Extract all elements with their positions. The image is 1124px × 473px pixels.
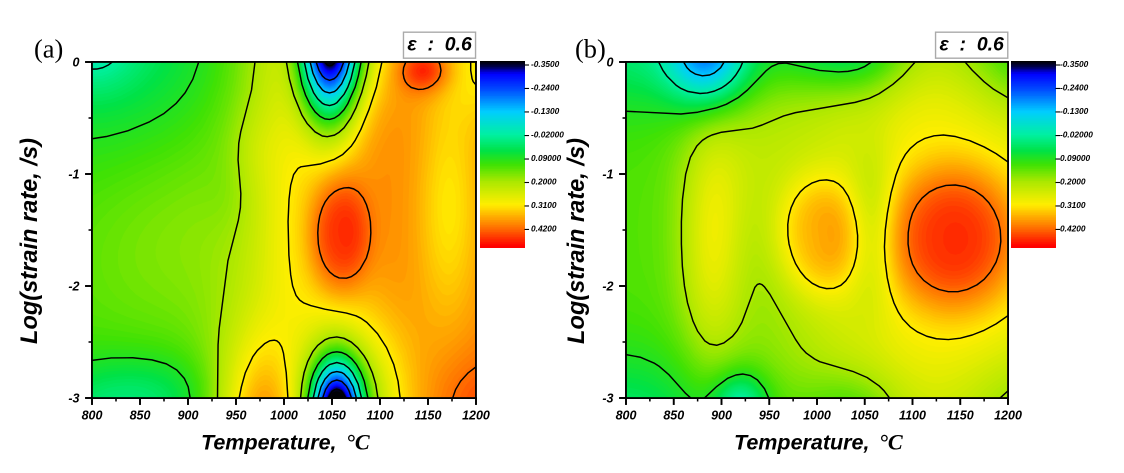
- svg-text:0.3100: 0.3100: [531, 200, 557, 210]
- svg-text:900: 900: [711, 409, 732, 423]
- svg-text:1050: 1050: [851, 409, 879, 423]
- svg-text:°C: °C: [346, 429, 371, 454]
- svg-text:-0.3500: -0.3500: [1060, 59, 1089, 69]
- svg-text:950: 950: [759, 409, 780, 423]
- svg-text:-0.02000: -0.02000: [531, 130, 564, 140]
- svg-text:-3: -3: [602, 391, 613, 405]
- svg-text:-1: -1: [602, 167, 613, 181]
- svg-text:1200: 1200: [994, 409, 1022, 423]
- svg-text:800: 800: [82, 409, 103, 423]
- svg-text:-0.2400: -0.2400: [531, 83, 560, 93]
- svg-text:0.4200: 0.4200: [531, 224, 557, 234]
- svg-text:1100: 1100: [367, 409, 394, 423]
- svg-text:800: 800: [616, 409, 637, 423]
- svg-text:-0.1300: -0.1300: [1060, 106, 1089, 116]
- svg-text:-3: -3: [68, 391, 79, 405]
- svg-text:1000: 1000: [803, 409, 831, 423]
- svg-text:ε : 0.6: ε : 0.6: [939, 33, 1004, 55]
- svg-text:-2: -2: [602, 280, 613, 294]
- svg-text:0.4200: 0.4200: [1060, 224, 1086, 234]
- svg-text:0.09000: 0.09000: [531, 153, 561, 163]
- svg-text:-1: -1: [68, 167, 79, 181]
- svg-text:(b): (b): [575, 33, 606, 63]
- svg-text:Temperature,: Temperature,: [201, 431, 337, 455]
- svg-text:(a): (a): [34, 33, 63, 63]
- svg-text:°C: °C: [879, 429, 904, 454]
- svg-text:950: 950: [226, 409, 247, 423]
- svg-text:900: 900: [178, 409, 199, 423]
- svg-text:1100: 1100: [899, 409, 926, 423]
- svg-text:0.09000: 0.09000: [1060, 153, 1090, 163]
- svg-text:-0.1300: -0.1300: [531, 106, 560, 116]
- svg-text:1150: 1150: [947, 409, 974, 423]
- svg-text:0.2000: 0.2000: [1060, 177, 1086, 187]
- svg-text:-0.3500: -0.3500: [531, 59, 560, 69]
- svg-text:Log(strain rate, /s): Log(strain rate, /s): [564, 138, 590, 344]
- svg-text:-2: -2: [68, 280, 79, 294]
- svg-text:850: 850: [130, 409, 151, 423]
- svg-text:1200: 1200: [462, 409, 490, 423]
- svg-text:850: 850: [663, 409, 684, 423]
- svg-text:1050: 1050: [318, 409, 346, 423]
- svg-text:0.3100: 0.3100: [1060, 200, 1086, 210]
- svg-text:0: 0: [73, 56, 80, 70]
- svg-text:1000: 1000: [270, 409, 298, 423]
- svg-text:ε : 0.6: ε : 0.6: [407, 33, 472, 55]
- svg-text:Log(strain rate, /s): Log(strain rate, /s): [17, 138, 43, 344]
- svg-text:1150: 1150: [415, 409, 442, 423]
- svg-text:0.2000: 0.2000: [531, 177, 557, 187]
- svg-text:Temperature,: Temperature,: [734, 431, 870, 455]
- svg-text:-0.2400: -0.2400: [1060, 83, 1089, 93]
- svg-text:0: 0: [607, 56, 614, 70]
- svg-text:-0.02000: -0.02000: [1060, 130, 1093, 140]
